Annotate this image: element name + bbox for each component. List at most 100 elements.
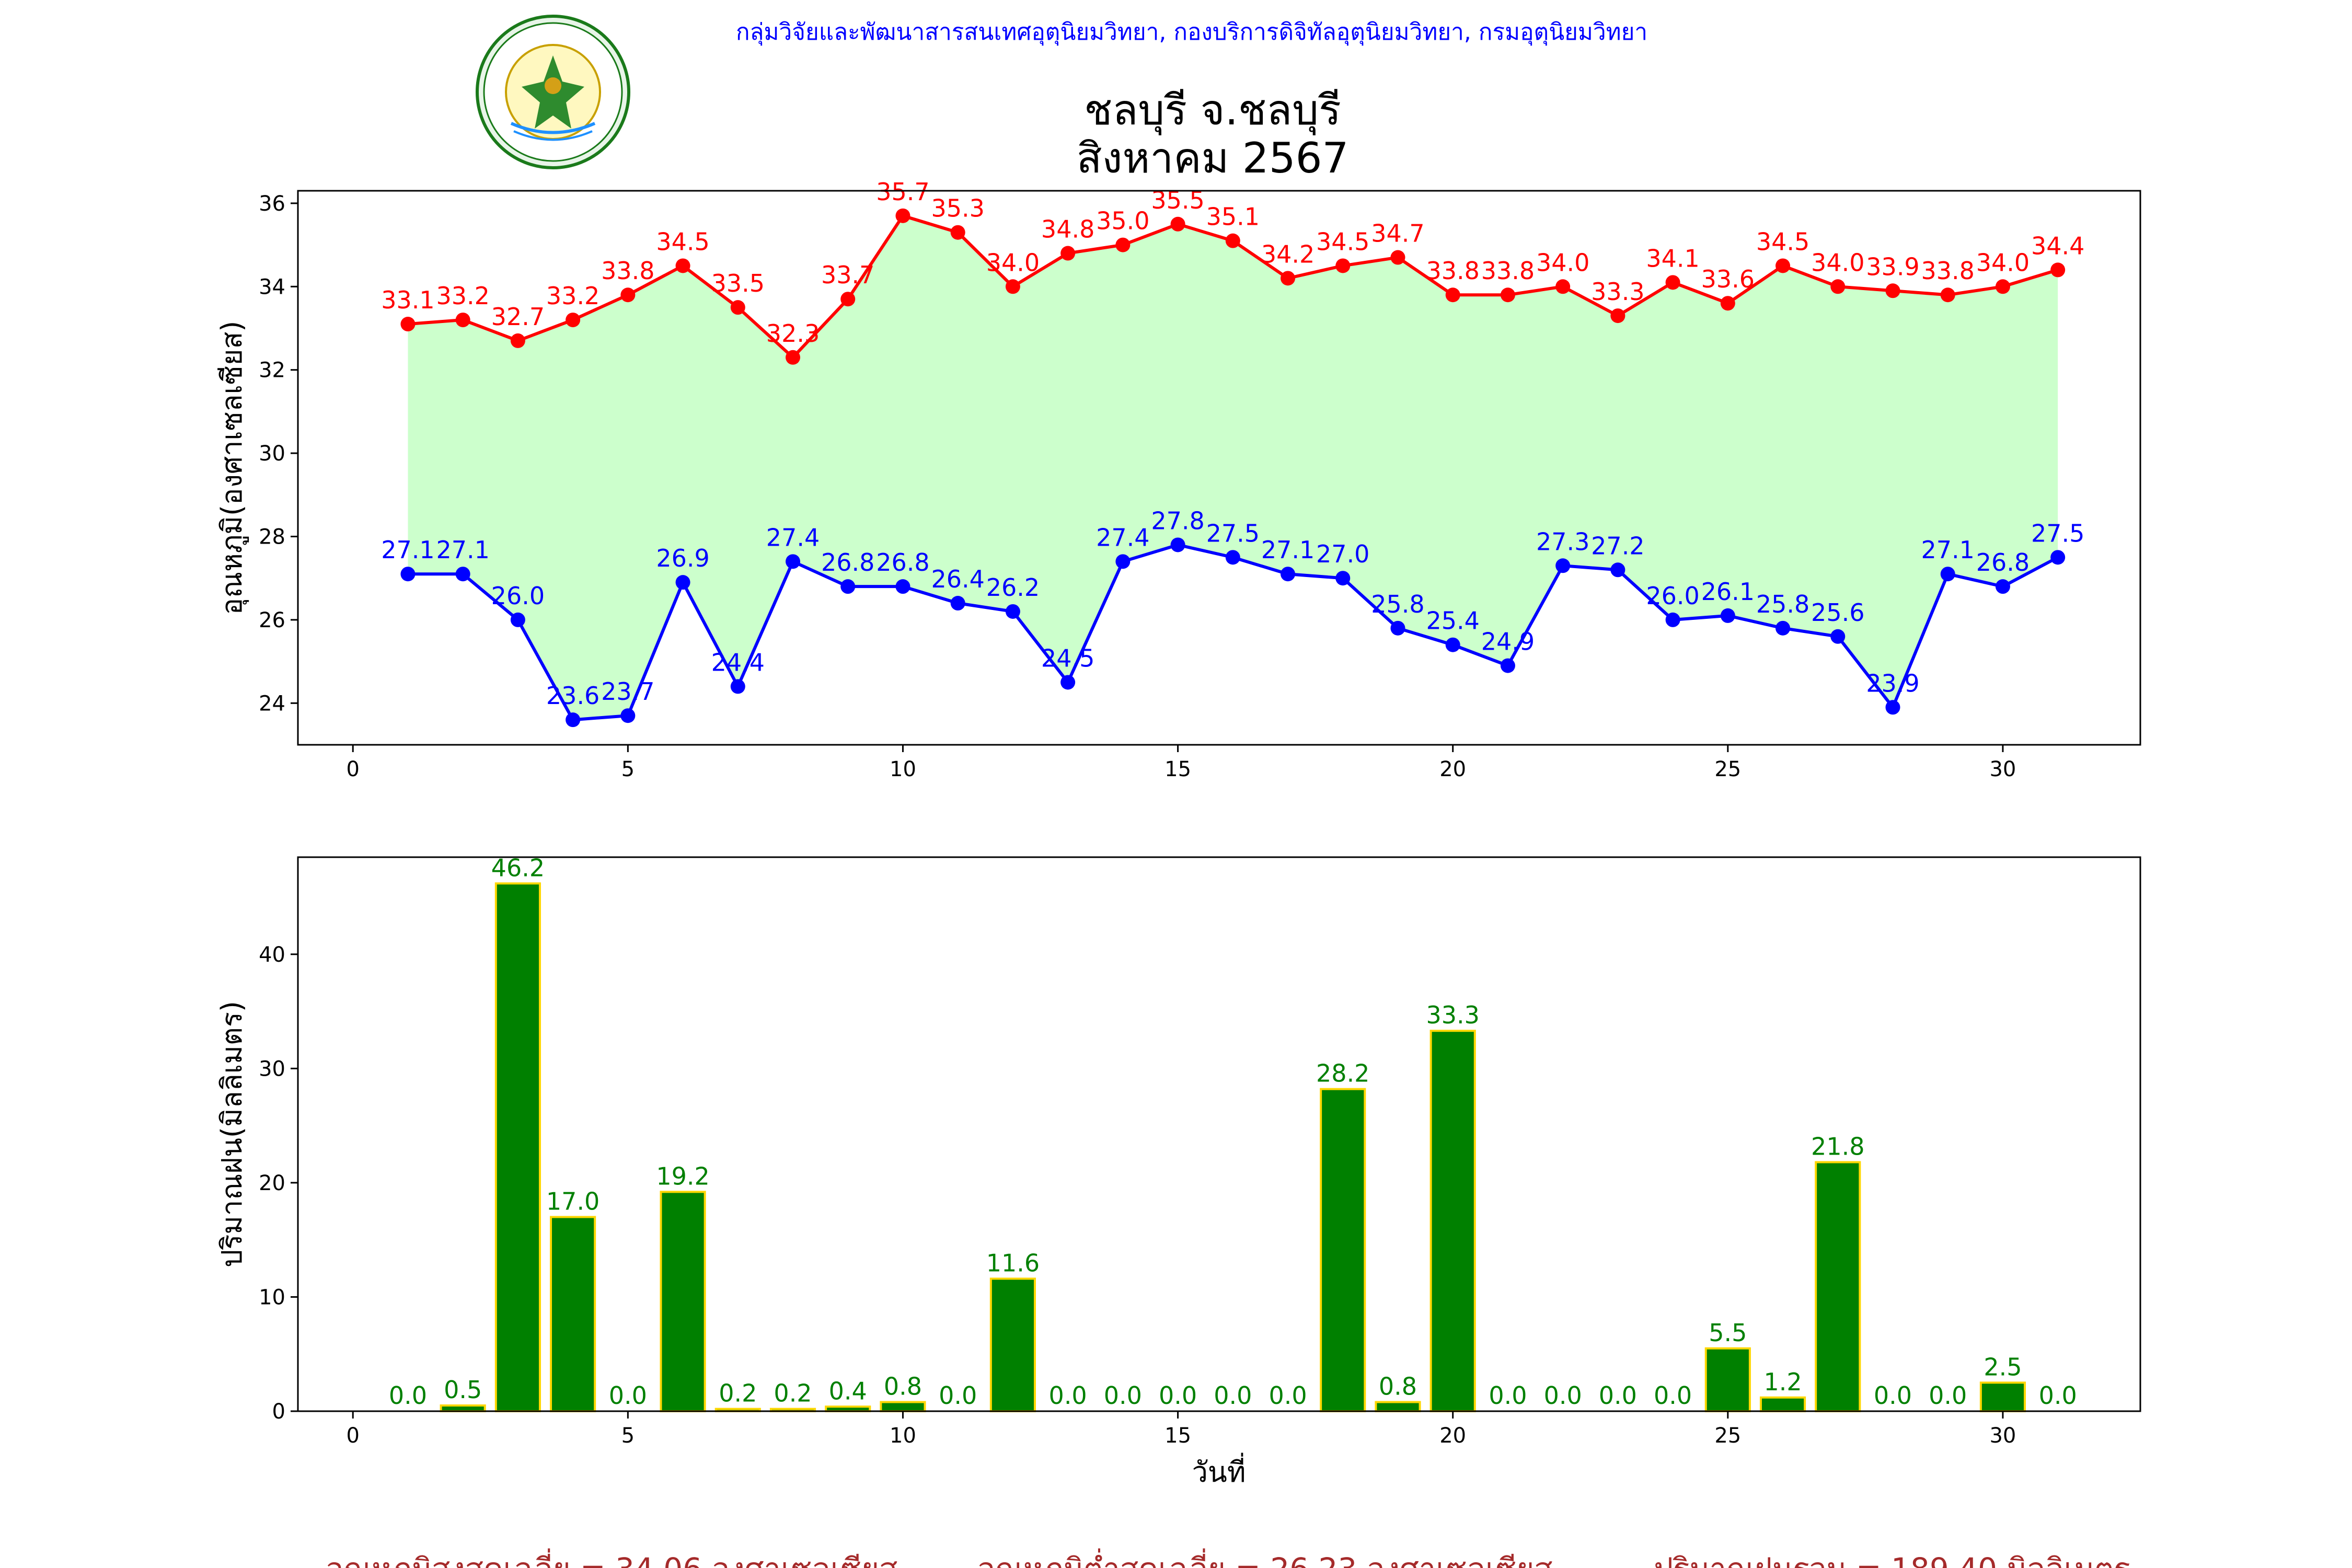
min-temp-point — [455, 567, 470, 582]
min-temp-value-label: 24.5 — [1041, 644, 1094, 672]
rainfall-value-label: 0.0 — [1104, 1381, 1142, 1410]
footer-total-rainfall: ปริมาณฝนรวม = 189.40 มิลลิเมตร — [1654, 1551, 2130, 1568]
rainfall-bar — [880, 1401, 926, 1412]
min-temp-value-label: 24.9 — [1481, 628, 1535, 656]
rainfall-value-label: 0.0 — [609, 1381, 647, 1410]
rainfall-data-labels: 0.0 0.5 46.2 17.0 0.0 19.2 0.2 0.2 0.4 0.8 0.0 11.6… — [389, 854, 2077, 1410]
min-temp-value-label: 27.8 — [1151, 506, 1204, 535]
x-tick-label: 25 — [1714, 1424, 1741, 1448]
max-temp-point — [1885, 283, 1900, 298]
rainfall-bar — [1815, 1161, 1861, 1412]
min-temp-point — [895, 579, 910, 594]
max-temp-value-label: 34.0 — [986, 248, 1040, 276]
rainfall-value-label: 21.8 — [1811, 1133, 1864, 1161]
footer-avg-min-temp: อุณหภูมิต่ำสุดเฉลี่ย = 26.23 องศาเซลเซีย… — [977, 1548, 1552, 1568]
min-temp-value-label: 26.0 — [1646, 582, 1699, 610]
max-temp-value-label: 33.8 — [1426, 257, 1479, 285]
rainfall-value-label: 46.2 — [491, 854, 545, 882]
min-temp-point — [510, 612, 525, 627]
max-temp-value-label: 34.0 — [1536, 248, 1589, 276]
max-temp-value-label: 34.7 — [1371, 220, 1424, 248]
min-temp-point — [1500, 658, 1515, 673]
min-temp-value-label: 26.4 — [931, 565, 984, 593]
min-temp-value-label: 26.8 — [821, 548, 874, 577]
chart-title-month: สิงหาคม 2567 — [1077, 134, 1349, 182]
min-temp-point — [786, 554, 801, 569]
chart-title-location: ชลบุรี จ.ชลบุรี — [1084, 86, 1341, 135]
rainfall-value-label: 0.0 — [1214, 1381, 1252, 1410]
min-temp-value-label: 26.0 — [491, 582, 545, 610]
max-temp-value-label: 32.7 — [491, 303, 545, 331]
min-temp-value-label: 27.5 — [1206, 519, 1260, 547]
min-temp-point — [1170, 537, 1185, 552]
max-temp-value-label: 35.3 — [931, 194, 984, 223]
min-temp-point — [1720, 608, 1735, 623]
rainfall-value-label: 0.0 — [1654, 1381, 1692, 1410]
rainfall-x-axis: 0 5 10 15 20 25 30 — [346, 1411, 2016, 1448]
rainfall-value-label: 0.0 — [1049, 1381, 1087, 1410]
max-temp-value-label: 34.5 — [1316, 227, 1369, 256]
temperature-band-area — [408, 215, 2058, 720]
max-temp-value-label: 33.2 — [436, 282, 489, 310]
rainfall-value-label: 0.0 — [1269, 1381, 1307, 1410]
rainfall-bar — [550, 1216, 596, 1412]
max-temp-point — [566, 313, 581, 328]
min-temp-point — [1665, 612, 1680, 627]
rainfall-bar — [660, 1191, 706, 1412]
x-tick-label: 5 — [621, 757, 635, 781]
max-temp-value-label: 33.8 — [601, 257, 654, 285]
temperature-y-axis: 24 26 28 30 32 34 36 — [259, 192, 298, 716]
max-temp-point — [1830, 279, 1846, 294]
rainfall-value-label: 0.0 — [1874, 1381, 1912, 1410]
min-temp-value-label: 27.1 — [436, 536, 489, 564]
rainfall-value-label: 0.0 — [389, 1381, 427, 1410]
min-temp-point — [1390, 620, 1405, 636]
rainfall-bar — [1759, 1396, 1806, 1412]
max-temp-point — [1555, 279, 1571, 294]
x-tick-label: 0 — [346, 757, 359, 781]
max-temp-point — [950, 225, 965, 240]
y-tick-label: 10 — [259, 1285, 285, 1309]
footer-avg-max-temp: อุณหภูมิสูงสุดเฉลี่ย = 34.06 องศาเซลเซีย… — [326, 1548, 898, 1568]
y-tick-label: 30 — [259, 442, 285, 466]
rainfall-bar — [440, 1404, 486, 1413]
x-tick-label: 10 — [890, 757, 916, 781]
max-temperature-series — [400, 208, 2066, 365]
max-temp-value-label: 33.9 — [1866, 252, 1919, 281]
y-tick-label: 40 — [259, 943, 285, 967]
x-tick-label: 15 — [1165, 757, 1191, 781]
min-temp-point — [1995, 579, 2010, 594]
min-temp-point — [2050, 550, 2066, 565]
min-temp-value-label: 26.8 — [876, 548, 929, 577]
rainfall-value-label: 2.5 — [1984, 1353, 2022, 1381]
max-temp-point — [840, 292, 856, 307]
max-temp-value-label: 34.4 — [2031, 232, 2084, 260]
min-temp-point — [1281, 567, 1296, 582]
max-temp-value-label: 34.2 — [1261, 240, 1315, 268]
rainfall-x-axis-label: วันที่ — [1192, 1452, 1246, 1489]
y-tick-label: 32 — [259, 359, 285, 383]
max-temp-value-label: 32.3 — [766, 319, 820, 348]
max-temp-value-label: 35.7 — [876, 178, 929, 206]
min-temp-point — [1005, 604, 1020, 619]
min-temp-point — [1940, 567, 1955, 582]
min-temp-value-label: 27.1 — [1921, 536, 1975, 564]
min-temp-value-label: 26.2 — [986, 573, 1040, 602]
min-temp-point — [400, 567, 416, 582]
max-temp-value-label: 33.1 — [381, 286, 434, 314]
y-tick-label: 24 — [259, 691, 285, 716]
max-temp-point — [1115, 237, 1131, 252]
max-temp-value-label: 34.8 — [1041, 215, 1094, 244]
min-temp-value-label: 27.4 — [766, 523, 820, 551]
rainfall-value-label: 0.2 — [774, 1379, 812, 1408]
x-tick-label: 0 — [346, 1424, 359, 1448]
max-temp-point — [1390, 250, 1405, 265]
max-temp-point — [1225, 233, 1240, 248]
max-temp-point — [620, 287, 636, 303]
max-temp-value-label: 34.1 — [1646, 244, 1699, 272]
y-tick-label: 34 — [259, 275, 285, 299]
rainfall-value-label: 0.4 — [829, 1377, 867, 1405]
max-temp-point — [1775, 258, 1791, 273]
rainfall-y-axis: 0 10 20 30 40 — [259, 943, 298, 1424]
rainfall-value-label: 0.0 — [1489, 1381, 1527, 1410]
